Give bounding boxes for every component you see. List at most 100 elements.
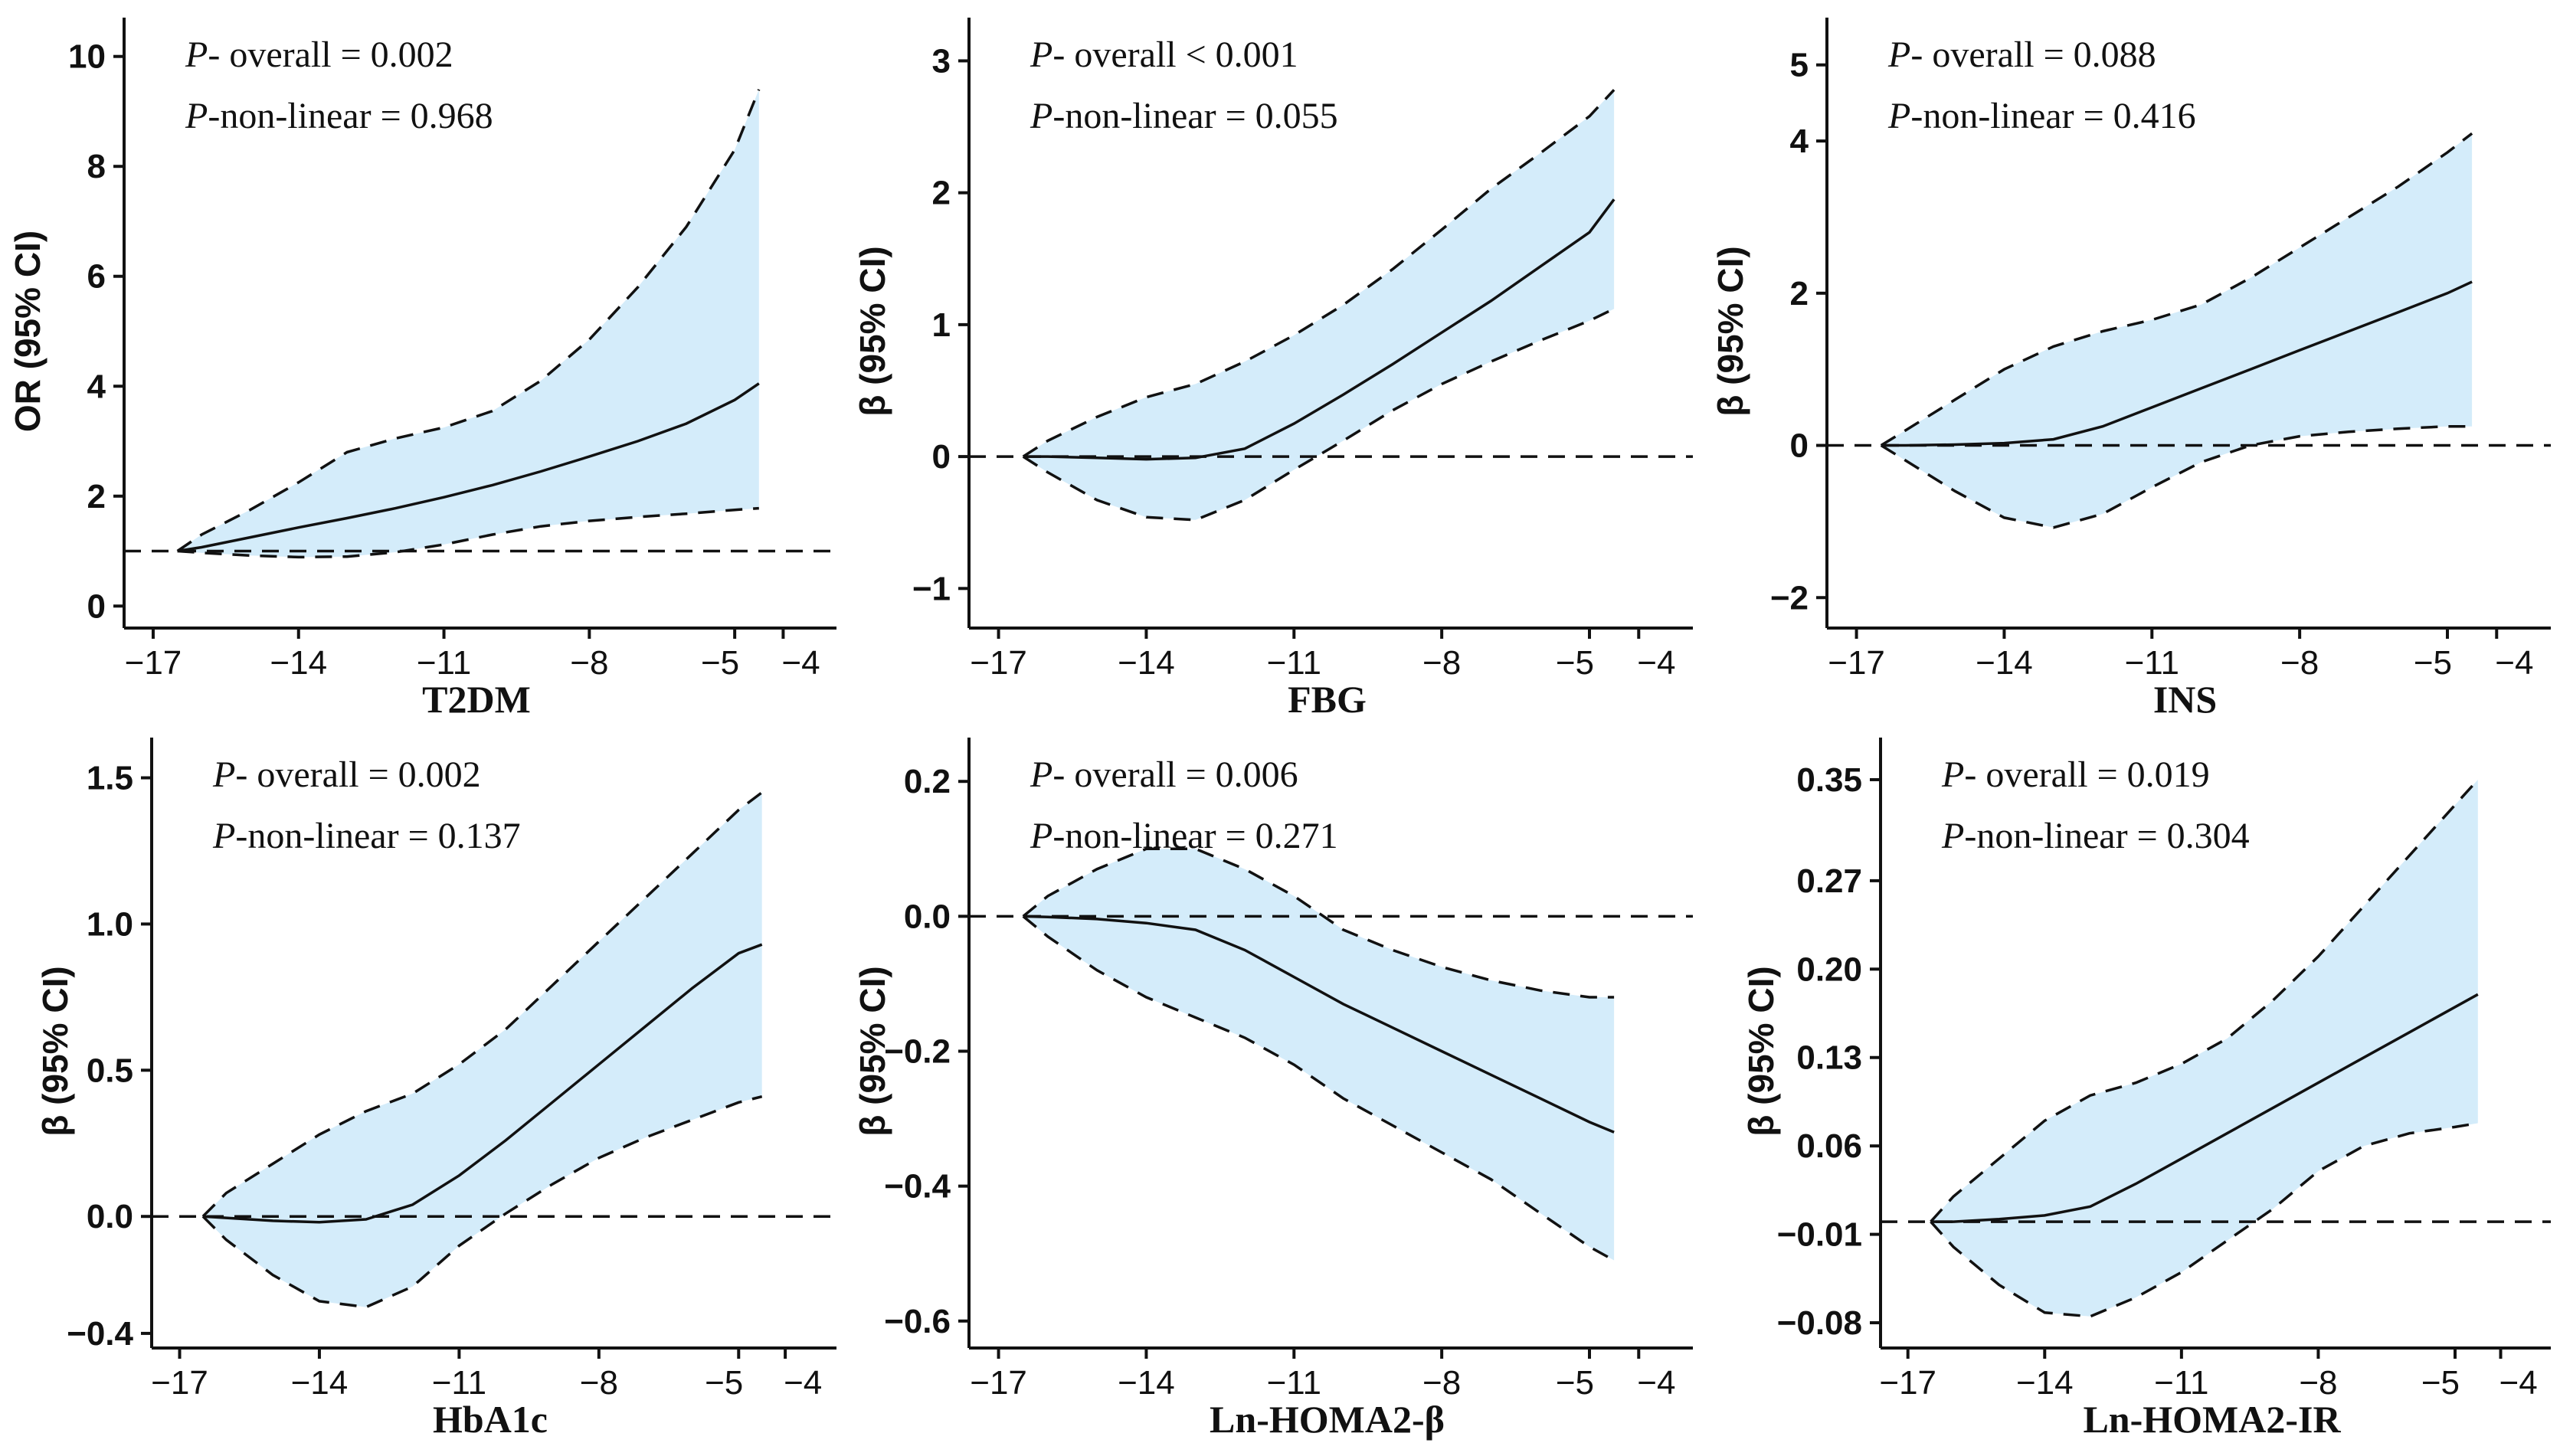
upper-ci-line [176, 89, 761, 552]
y-tick-label: 0.06 [1796, 1127, 1862, 1165]
upper-ci-line [1022, 89, 1616, 458]
ci-band [177, 89, 759, 558]
p-nonlinear-text: P-non-linear = 0.271 [1030, 816, 1338, 856]
x-tick-label: −17 [1828, 644, 1885, 682]
y-axis-title: β (95% CI) [1741, 966, 1781, 1136]
x-tick-label: −14 [2016, 1364, 2074, 1402]
x-tick-label: −5 [2421, 1364, 2460, 1402]
x-tick-label: −8 [1422, 644, 1461, 682]
lower-ci-line [177, 506, 759, 559]
panel-5: −0.6 −0.4 −0.2 0.0 0.2 −17 −14 −11 −8 −5 −4 Ln-HOMA… [853, 738, 1693, 1441]
y-axis-title: β (95% CI) [853, 246, 892, 416]
x-tick-label: −5 [1556, 1364, 1594, 1402]
estimate-line [1881, 280, 2473, 447]
x-tick-label: −8 [1422, 1364, 1461, 1402]
y-tick-label: 0.20 [1796, 950, 1862, 988]
y-tick-label: −1 [912, 570, 951, 607]
lower-ci-line [1022, 915, 1615, 1262]
y-tick-label: 1.5 [87, 760, 133, 797]
ci-band [1930, 780, 2478, 1317]
x-tick-label: −4 [784, 1364, 822, 1402]
estimate-line [1930, 993, 2479, 1223]
x-tick-label: −4 [781, 644, 820, 682]
y-tick-label: 4 [1790, 123, 1809, 160]
p-nonlinear-text: P-non-linear = 0.055 [1030, 96, 1338, 136]
x-tick-label: −14 [1976, 644, 2033, 682]
ci-band [202, 792, 762, 1307]
p-overall-text: P- overall = 0.002 [185, 34, 453, 75]
y-tick-label: −0.2 [884, 1033, 951, 1071]
panel-3: −2 0 2 4 5 −17 −14 −11 −8 −5 −4 INS β (95% CI) P- ove… [1710, 18, 2551, 721]
ci-band [1023, 90, 1615, 520]
y-tick-label: −2 [1770, 579, 1809, 617]
y-tick-label: 4 [87, 368, 106, 405]
estimate-line [1023, 198, 1616, 461]
estimate-line [202, 943, 763, 1224]
x-tick-label: −11 [432, 1364, 486, 1402]
x-tick-label: −14 [1118, 1364, 1175, 1402]
y-tick-label: 0.0 [904, 898, 951, 935]
y-tick-label: 2 [87, 478, 106, 515]
y-axis-title: β (95% CI) [853, 966, 892, 1136]
y-tick-label: 6 [87, 258, 106, 296]
p-overall-text: P- overall = 0.088 [1887, 34, 2156, 75]
x-tick-label: −17 [125, 644, 182, 682]
x-tick-label: −8 [2299, 1364, 2337, 1402]
panel-6: −0.08 −0.01 0.06 0.13 0.20 0.27 0.35 −17 −14 −11 −… [1741, 738, 2551, 1441]
x-tick-label: −4 [1637, 1364, 1675, 1402]
lower-ci-line [201, 1095, 763, 1309]
x-tick-label: −8 [580, 1364, 618, 1402]
y-tick-label: 5 [1790, 47, 1809, 84]
y-tick-label: 0.2 [904, 763, 951, 800]
p-overall-text: P- overall = 0.006 [1030, 754, 1298, 795]
estimate-line [177, 382, 760, 553]
y-tick-label: 10 [68, 38, 106, 76]
y-tick-label: 0.5 [87, 1052, 133, 1089]
upper-ci-line [201, 791, 763, 1218]
p-overall-text: P- overall = 0.019 [1941, 754, 2210, 795]
x-axis-title: Ln-HOMA2-β [1210, 1398, 1445, 1441]
y-axis-title: β (95% CI) [35, 966, 75, 1136]
lower-ci-line [1930, 1121, 2479, 1318]
y-tick-label: 0.27 [1796, 862, 1862, 900]
x-axis-title: FBG [1288, 678, 1367, 721]
x-tick-label: −4 [1637, 644, 1675, 682]
x-tick-label: −17 [151, 1364, 208, 1402]
x-tick-label: −5 [1556, 644, 1594, 682]
x-tick-label: −4 [2495, 644, 2533, 682]
y-tick-label: 3 [932, 42, 951, 80]
y-tick-label: −0.4 [884, 1168, 951, 1206]
y-tick-label: 0 [1790, 427, 1809, 465]
x-axis-title: Ln-HOMA2-IR [2083, 1398, 2341, 1441]
x-tick-label: −8 [570, 644, 608, 682]
y-axis-title: β (95% CI) [1710, 246, 1750, 416]
x-tick-label: −4 [2499, 1364, 2538, 1402]
x-tick-label: −17 [1879, 1364, 1936, 1402]
x-axis-title: INS [2153, 678, 2217, 721]
x-tick-label: −11 [2154, 1364, 2208, 1402]
p-nonlinear-text: P-non-linear = 0.304 [1941, 816, 2250, 856]
y-axis-title: OR (95% CI) [8, 231, 47, 432]
x-axis-title: HbA1c [433, 1398, 548, 1441]
panel-2: −1 0 1 2 3 −17 −14 −11 −8 −5 −4 FBG β (95% CI) P- ove… [853, 18, 1693, 721]
x-tick-label: −8 [2280, 644, 2319, 682]
x-tick-label: −17 [970, 1364, 1027, 1402]
x-tick-label: −5 [705, 1364, 743, 1402]
x-tick-label: −11 [2125, 644, 2179, 682]
upper-ci-line [1880, 132, 2473, 447]
y-tick-label: −0.08 [1777, 1304, 1862, 1342]
p-nonlinear-text: P-non-linear = 0.137 [212, 816, 521, 856]
y-tick-label: 1 [932, 306, 951, 344]
ci-band [1881, 133, 2473, 528]
y-tick-label: 0.35 [1796, 761, 1862, 799]
y-tick-label: −0.01 [1777, 1216, 1862, 1254]
upper-ci-line [1022, 847, 1615, 999]
x-tick-label: −5 [2414, 644, 2452, 682]
x-tick-label: −14 [291, 1364, 349, 1402]
p-nonlinear-text: P-non-linear = 0.416 [1887, 96, 2196, 136]
x-tick-label: −11 [1267, 1364, 1321, 1402]
y-tick-label: 0.0 [87, 1198, 133, 1235]
estimate-line [1023, 914, 1615, 1134]
y-tick-label: 0 [87, 587, 106, 625]
